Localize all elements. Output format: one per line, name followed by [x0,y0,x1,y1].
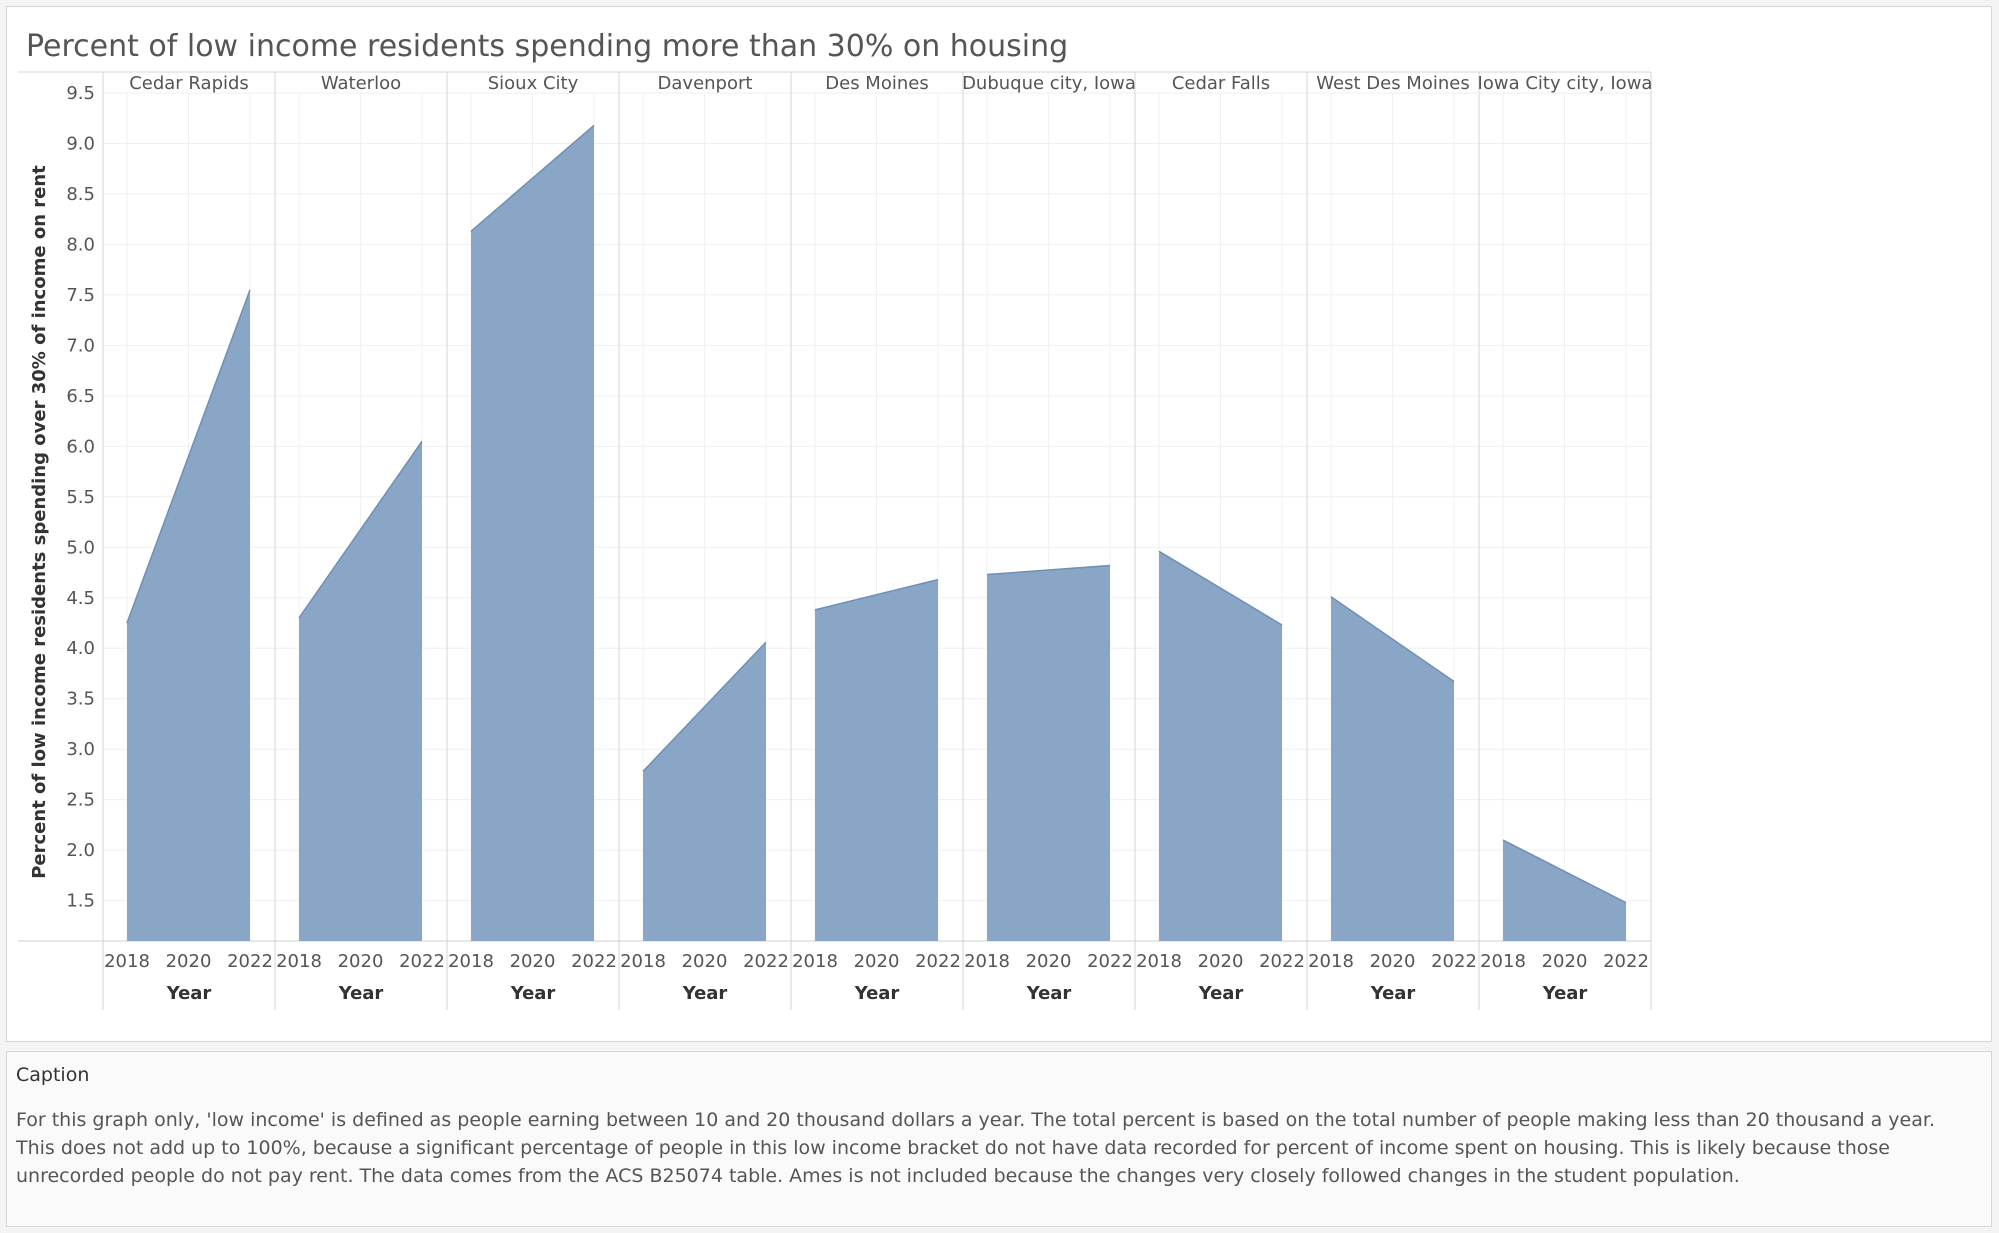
x-tick-label: 2022 [399,951,445,972]
x-tick-label: 2020 [682,951,728,972]
x-axis-title: Year [510,983,556,1004]
panel-header-label: Dubuque city, Iowa [962,73,1136,94]
panel-header-label: Sioux City [488,73,579,94]
x-tick-label: 2020 [1026,951,1072,972]
x-tick-label: 2020 [338,951,384,972]
y-tick-label: 2.5 [66,790,95,811]
x-tick-label: 2018 [620,951,666,972]
area-series-line [1158,550,1283,626]
y-tick-label: 8.5 [66,184,95,205]
x-tick-label: 2020 [510,951,556,972]
x-axis-title: Year [338,983,384,1004]
x-tick-label: 2018 [104,951,150,972]
x-tick-label: 2022 [571,951,617,972]
area-fill [987,565,1110,941]
area-fill [1159,551,1282,941]
y-tick-label: 6.0 [66,436,95,457]
area-fill [1331,596,1454,941]
x-tick-label: 2022 [743,951,789,972]
x-tick-label: 2022 [1087,951,1133,972]
area-series-line [298,440,423,619]
area-series-line [1502,839,1627,904]
y-tick-label: 3.5 [66,689,95,710]
area-series-line [986,564,1111,576]
area-series-line [1330,596,1455,683]
y-tick-label: 1.5 [66,891,95,912]
area-fill [471,125,594,942]
area-series-line [814,578,939,611]
x-axis-title: Year [166,983,212,1004]
area-chart: 1.5 2.0 2.5 3.0 3.5 4.0 4.5 5.0 5.5 6.0 6.5 7.0 7.5 8… [18,71,1653,1010]
x-tick-label: 2018 [1480,951,1526,972]
y-tick-label: 9.0 [66,133,95,154]
caption-panel: Caption For this graph only, 'low income… [6,1051,1992,1227]
x-tick-label: 2022 [915,951,961,972]
y-tick-label: 3.0 [66,739,95,760]
y-tick-label: 2.0 [66,840,95,861]
panel-header-label: West Des Moines [1316,73,1469,94]
y-tick-label: 9.5 [66,83,95,104]
x-tick-label: 2018 [448,951,494,972]
panel-header-label: Waterloo [321,73,401,94]
y-tick-label: 7.5 [66,285,95,306]
area-series-line [470,124,595,232]
x-tick-label: 2020 [1370,951,1416,972]
x-tick-label: 2020 [854,951,900,972]
panel-header-label: Des Moines [825,73,928,94]
panel-header-label: Cedar Rapids [129,73,249,94]
caption-text: For this graph only, 'low income' is def… [16,1109,1935,1187]
panel-header-label: Cedar Falls [1172,73,1270,94]
x-axis-title: Year [1542,983,1588,1004]
x-tick-label: 2020 [1198,951,1244,972]
chart-title: Percent of low income residents spending… [26,29,1069,64]
y-tick-label: 7.0 [66,335,95,356]
caption-title: Caption [16,1064,90,1086]
area-fill [127,289,250,941]
y-tick-label: 4.0 [66,638,95,659]
x-axis-title: Year [854,983,900,1004]
x-tick-label: 2018 [276,951,322,972]
y-tick-label: 5.0 [66,537,95,558]
panel-header-label: Davenport [658,73,753,94]
area-fill [299,441,422,941]
x-tick-label: 2020 [166,951,212,972]
y-tick-label: 4.5 [66,588,95,609]
x-tick-label: 2018 [1136,951,1182,972]
y-tick-label: 6.5 [66,386,95,407]
x-tick-label: 2020 [1542,951,1588,972]
x-axis-title: Year [1198,983,1244,1004]
x-tick-label: 2018 [964,951,1010,972]
y-axis-title: Percent of low income residents spending… [29,165,50,879]
x-tick-label: 2018 [792,951,838,972]
x-axis-title: Year [682,983,728,1004]
x-tick-label: 2022 [1259,951,1305,972]
y-tick-label: 8.0 [66,234,95,255]
x-tick-label: 2022 [1603,951,1649,972]
area-fill [815,579,938,941]
x-tick-label: 2018 [1308,951,1354,972]
x-axis-title: Year [1026,983,1072,1004]
x-axis-title: Year [1370,983,1416,1004]
x-tick-label: 2022 [227,951,273,972]
area-fill [643,642,766,941]
x-tick-label: 2022 [1431,951,1477,972]
area-fill [1503,840,1626,941]
panel-header-label: Iowa City city, Iowa [1478,73,1653,94]
y-tick-label: 5.5 [66,487,95,508]
area-series-line [126,289,251,624]
area-series-line [642,641,767,772]
